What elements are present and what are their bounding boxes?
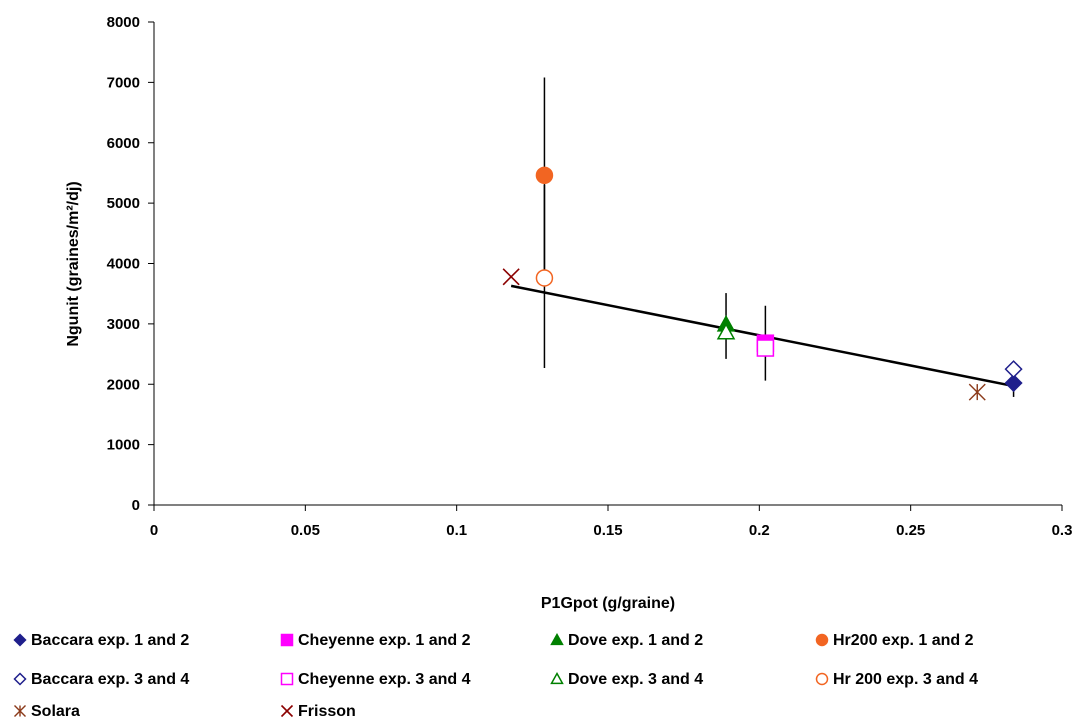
marker-shape xyxy=(502,268,520,286)
legend-item: Hr200 exp. 1 and 2 xyxy=(815,632,974,649)
legend: Baccara exp. 1 and 2 Cheyenne exp. 1 and … xyxy=(13,632,978,720)
x-axis-title: P1Gpot (g/graine) xyxy=(541,595,675,612)
y-tick-label: 7000 xyxy=(107,74,140,91)
y-tick-label: 8000 xyxy=(107,14,140,31)
y-tick-label: 6000 xyxy=(107,135,140,152)
legend-marker xyxy=(280,672,294,686)
y-tick-label: 1000 xyxy=(107,437,140,454)
marker-shape xyxy=(815,672,829,686)
y-tick-label: 5000 xyxy=(107,195,140,212)
legend-marker xyxy=(815,633,829,647)
legend-item: Cheyenne exp. 3 and 4 xyxy=(280,671,471,688)
legend-label: Cheyenne exp. 1 and 2 xyxy=(298,632,471,649)
error-bars xyxy=(543,77,1015,397)
legend-item: Hr 200 exp. 3 and 4 xyxy=(815,671,978,688)
legend-marker xyxy=(280,704,294,718)
marker-shape xyxy=(716,322,736,340)
legend-item: Baccara exp. 1 and 2 xyxy=(13,632,189,649)
marker-shape xyxy=(1004,373,1023,393)
data-point xyxy=(756,339,775,357)
legend-item: Baccara exp. 3 and 4 xyxy=(13,671,189,688)
x-tick-label: 0.3 xyxy=(1052,522,1073,539)
legend-label: Hr 200 exp. 3 and 4 xyxy=(833,671,978,688)
legend-marker xyxy=(14,705,26,717)
data-points xyxy=(502,166,1023,401)
marker-shape xyxy=(550,632,564,646)
legend-label: Dove exp. 3 and 4 xyxy=(568,671,703,688)
x-tick-label: 0.15 xyxy=(593,522,622,539)
legend-item: Dove exp. 3 and 4 xyxy=(550,671,703,688)
legend-marker xyxy=(13,672,27,686)
data-point xyxy=(716,322,736,340)
y-ticks: 0 1000 2000 3000 4000 5000 6000 7000 8000 xyxy=(107,14,154,514)
marker-shape xyxy=(535,269,554,287)
legend-label: Solara xyxy=(31,703,80,720)
legend-label: Dove exp. 1 and 2 xyxy=(568,632,703,649)
data-point xyxy=(535,269,554,287)
x-tick-label: 0.25 xyxy=(896,522,925,539)
x-tick-label: 0.2 xyxy=(749,522,770,539)
legend-marker xyxy=(13,633,27,647)
marker-shape xyxy=(1004,360,1023,379)
y-tick-label: 3000 xyxy=(107,316,140,333)
y-axis-title: Ngunit (graines/m²/dj) xyxy=(65,181,82,346)
x-tick-label: 0.1 xyxy=(446,522,467,539)
legend-marker xyxy=(815,672,829,686)
legend-label: Hr200 exp. 1 and 2 xyxy=(833,632,974,649)
marker-shape xyxy=(756,339,775,357)
marker-shape xyxy=(13,672,27,686)
y-tick-label: 2000 xyxy=(107,376,140,393)
marker-shape xyxy=(13,633,27,647)
legend-label: Baccara exp. 1 and 2 xyxy=(31,632,189,649)
y-tick-label: 0 xyxy=(132,497,140,514)
legend-label: Baccara exp. 3 and 4 xyxy=(31,671,189,688)
marker-shape xyxy=(815,633,829,647)
marker-shape xyxy=(280,672,294,686)
y-tick-label: 4000 xyxy=(107,256,140,273)
x-ticks: 0 0.05 0.1 0.15 0.2 0.25 0.3 xyxy=(150,505,1073,539)
x-tick-label: 0 xyxy=(150,522,158,539)
marker-shape xyxy=(280,633,294,647)
data-point xyxy=(535,166,554,185)
legend-marker xyxy=(550,671,564,685)
legend-label: Cheyenne exp. 3 and 4 xyxy=(298,671,471,688)
data-point xyxy=(1004,360,1023,379)
legend-item: Frisson xyxy=(280,703,356,720)
legend-marker xyxy=(550,632,564,646)
legend-item: Cheyenne exp. 1 and 2 xyxy=(280,632,471,649)
legend-label: Frisson xyxy=(298,703,356,720)
marker-shape xyxy=(280,704,294,718)
legend-marker xyxy=(280,633,294,647)
marker-shape xyxy=(550,671,564,685)
data-point xyxy=(1004,373,1023,393)
legend-item: Solara xyxy=(14,703,80,720)
data-point xyxy=(968,383,986,401)
x-tick-label: 0.05 xyxy=(291,522,320,539)
data-point xyxy=(502,268,520,286)
legend-item: Dove exp. 1 and 2 xyxy=(550,632,703,649)
marker-shape xyxy=(535,166,554,185)
